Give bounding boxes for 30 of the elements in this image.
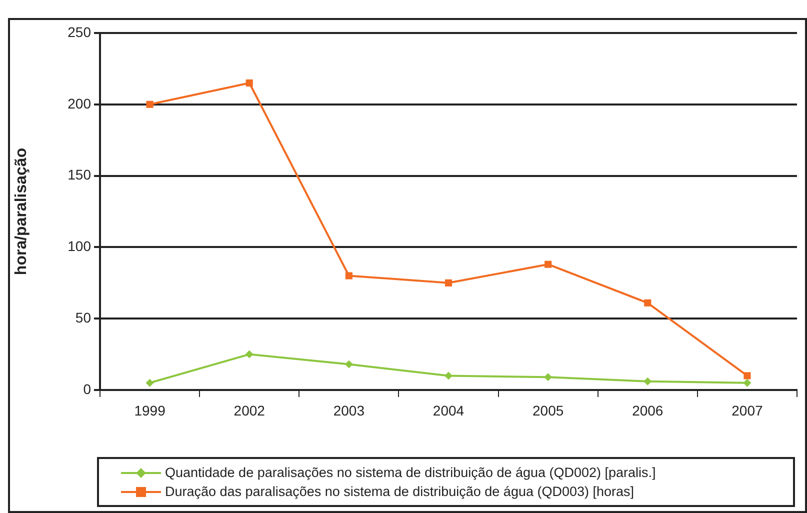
x-tick-label: 2005 (532, 402, 564, 418)
point (344, 360, 353, 368)
point (743, 378, 752, 387)
x-tick-label: 1999 (134, 402, 166, 418)
y-tick-label: 150 (68, 166, 92, 183)
point (246, 79, 253, 87)
y-axis-title: hora/paralisação (13, 148, 30, 276)
x-tick-label: 2004 (432, 402, 464, 418)
y-tick-label: 50 (75, 309, 92, 326)
x-tick-label: 2003 (333, 402, 365, 418)
point (744, 372, 751, 380)
legend-label: Duração das paralisações no sistema de distribuição de água (QD003) [horas] (165, 484, 634, 499)
point (544, 260, 552, 268)
point (146, 378, 154, 387)
point (544, 373, 552, 382)
point (146, 100, 154, 108)
point (245, 350, 254, 358)
x-tick-label: 2006 (632, 402, 664, 418)
y-tick-label: 0 (83, 380, 92, 397)
x-tick-label: 2007 (732, 402, 763, 418)
point (444, 372, 452, 380)
legend-label: Quantidade de paralisações no sistema de distribuição de água (QD002) [paralis.] (165, 465, 656, 480)
point (345, 272, 352, 280)
y-tick-label: 250 (68, 24, 92, 40)
x-tick-label: 2002 (234, 402, 266, 418)
point (444, 279, 452, 286)
y-tick-label: 200 (68, 95, 92, 112)
y-tick-label: 100 (68, 238, 92, 254)
point (644, 299, 652, 306)
point (644, 377, 652, 386)
